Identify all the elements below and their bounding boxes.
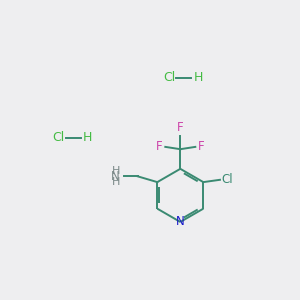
Text: F: F <box>177 121 184 134</box>
Text: Cl: Cl <box>221 173 233 186</box>
Text: F: F <box>198 140 205 153</box>
Text: N: N <box>176 215 185 229</box>
Text: Cl: Cl <box>52 131 65 144</box>
Text: N: N <box>111 170 120 183</box>
Text: H: H <box>194 71 203 84</box>
Text: Cl: Cl <box>164 71 176 84</box>
Text: F: F <box>156 140 162 153</box>
Text: H: H <box>112 177 120 187</box>
Text: H: H <box>83 131 92 144</box>
Text: H: H <box>112 166 120 176</box>
